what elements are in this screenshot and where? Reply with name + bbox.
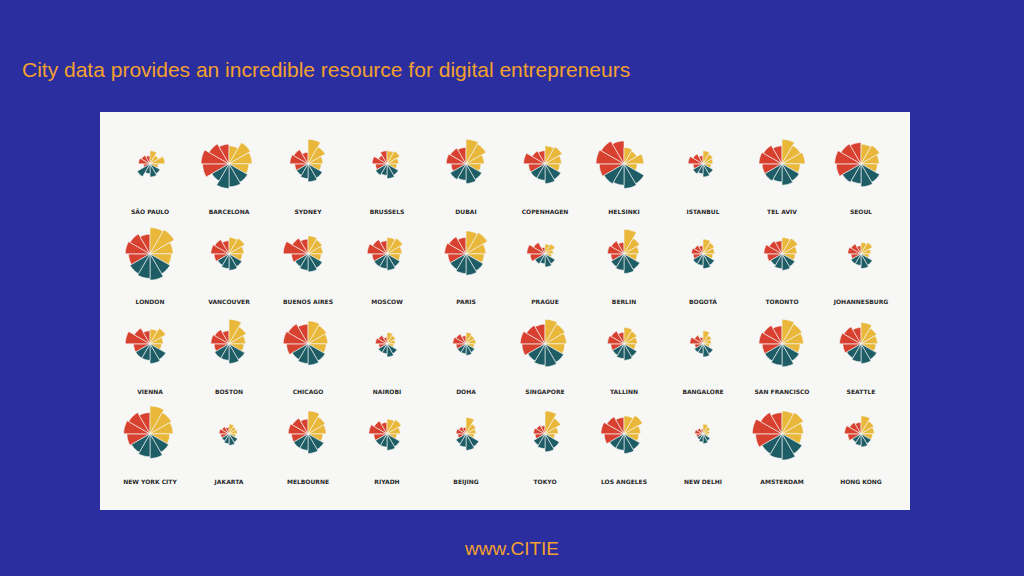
svg-text:SINGAPORE: SINGAPORE — [525, 388, 564, 395]
html-text:www.CITIE: www.CITIE — [465, 538, 559, 559]
svg-text:COPENHAGEN: COPENHAGEN — [522, 208, 569, 215]
svg-text:MOSCOW: MOSCOW — [371, 298, 403, 305]
svg-text:ISTANBUL: ISTANBUL — [686, 208, 719, 215]
svg-text:NEW YORK CITY: NEW YORK CITY — [123, 478, 177, 485]
svg-text:SÃO PAULO: SÃO PAULO — [131, 208, 169, 215]
svg-text:HONG KONG: HONG KONG — [840, 478, 882, 485]
svg-text:TEL AVIV: TEL AVIV — [767, 208, 797, 215]
svg-text:BANGALORE: BANGALORE — [682, 388, 723, 395]
svg-text:PRAGUE: PRAGUE — [531, 298, 559, 305]
svg-text:BUENOS AIRES: BUENOS AIRES — [283, 298, 333, 305]
svg-text:VANCOUVER: VANCOUVER — [208, 298, 250, 305]
svg-text:BEIJING: BEIJING — [453, 478, 478, 486]
svg-text:SAN FRANCISCO: SAN FRANCISCO — [755, 388, 810, 395]
svg-text:DUBAI: DUBAI — [455, 208, 476, 215]
svg-text:BERLIN: BERLIN — [612, 298, 636, 305]
svg-text:NAIROBI: NAIROBI — [373, 388, 401, 395]
svg-text:PARIS: PARIS — [456, 298, 476, 305]
svg-text:JOHANNESBURG: JOHANNESBURG — [833, 298, 889, 306]
svg-text:TOKYO: TOKYO — [533, 478, 556, 485]
svg-text:SYDNEY: SYDNEY — [294, 208, 322, 215]
svg-text:BRUSSELS: BRUSSELS — [370, 208, 405, 215]
svg-text:AMSTERDAM: AMSTERDAM — [760, 478, 803, 485]
svg-text:CHICAGO: CHICAGO — [293, 388, 324, 395]
svg-text:DOHA: DOHA — [456, 388, 476, 395]
svg-text:HELSINKI: HELSINKI — [608, 208, 639, 215]
svg-text:BOGOTÁ: BOGOTÁ — [689, 298, 717, 305]
svg-text:TALLINN: TALLINN — [610, 388, 638, 395]
svg-text:MELBOURNE: MELBOURNE — [287, 478, 329, 485]
html-text:City data provides an incredib: City data provides an incredible resourc… — [22, 58, 631, 81]
svg-text:SEATTLE: SEATTLE — [847, 388, 876, 395]
svg-text:SEOUL: SEOUL — [850, 208, 872, 215]
svg-text:NEW DELHI: NEW DELHI — [684, 478, 722, 485]
svg-text:TORONTO: TORONTO — [765, 298, 798, 305]
svg-text:JAKARTA: JAKARTA — [214, 478, 244, 486]
svg-text:LOS ANGELES: LOS ANGELES — [601, 478, 647, 485]
svg-text:BARCELONA: BARCELONA — [209, 208, 250, 215]
svg-text:RIYADH: RIYADH — [374, 478, 399, 485]
svg-text:BOSTON: BOSTON — [215, 388, 243, 395]
svg-text:LONDON: LONDON — [136, 298, 165, 305]
svg-text:VIENNA: VIENNA — [137, 388, 163, 395]
